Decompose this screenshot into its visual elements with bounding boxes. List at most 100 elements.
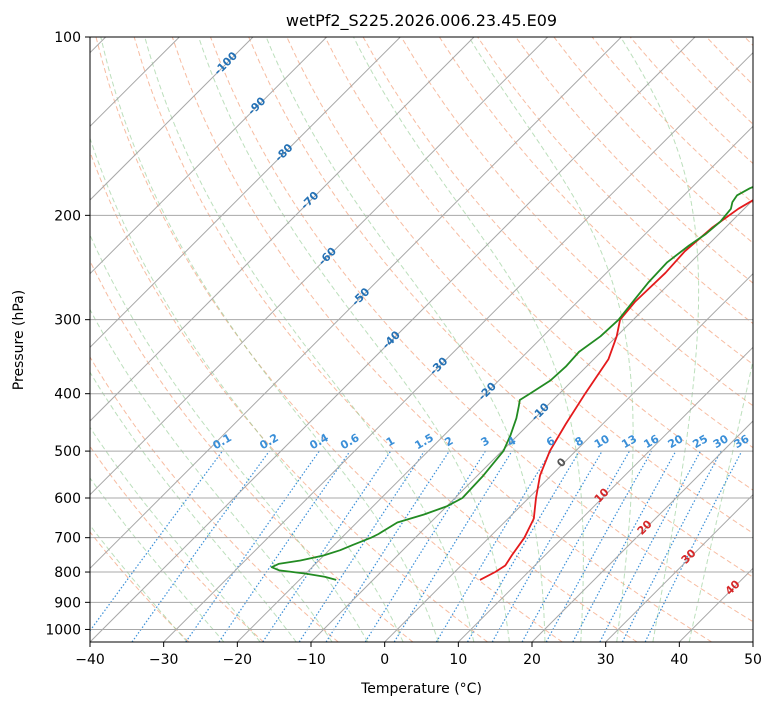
x-tick-label: 30 [597, 652, 615, 668]
mixing-ratio-line [435, 450, 552, 642]
mixing-ratio-line [90, 450, 223, 632]
isotherm-line [90, 37, 622, 570]
dry-adiabat-line [90, 356, 339, 642]
dry-adiabat-line [706, 37, 753, 86]
dry-adiabat-line [90, 445, 264, 642]
moist-adiabat-line [468, 37, 634, 642]
x-tick-label: 20 [523, 652, 541, 668]
mixing-ratio-label: 0.1 [210, 431, 233, 452]
mixing-ratio-line [521, 450, 631, 642]
mixing-ratio-label: 0.4 [307, 431, 331, 452]
isotherm-line [605, 493, 753, 642]
isotherm-line [752, 641, 753, 642]
x-tick-label: 10 [449, 652, 467, 668]
x-tick-label: −30 [149, 652, 179, 668]
moist-adiabat-label: 10 [592, 485, 612, 505]
dry-adiabat-line [95, 37, 563, 642]
isotherm-label: -60 [316, 245, 339, 268]
moist-adiabat-label: 40 [723, 577, 743, 597]
isotherm-line [531, 420, 753, 642]
mixing-ratio-line [599, 450, 702, 642]
moist-adiabat-line [90, 477, 225, 642]
moist-adiabat-line [265, 37, 546, 642]
mixing-ratio-label: 2 [442, 434, 455, 449]
moist-adiabat-line [144, 37, 475, 642]
dry-adiabat-line [362, 37, 753, 449]
mixing-ratio-label: 3 [479, 434, 492, 449]
background-lines [90, 37, 753, 642]
y-tick-label: 1000 [45, 622, 81, 638]
x-tick-label: 50 [744, 652, 762, 668]
moist-adiabat-line [688, 358, 753, 642]
mixing-ratio-label: 1 [384, 434, 397, 449]
moist-adiabat-line [90, 136, 404, 642]
isotherm-line [90, 37, 254, 201]
dry-adiabat-line [553, 37, 753, 244]
x-tick-label: −20 [223, 652, 253, 668]
dry-adiabat-line [90, 531, 190, 642]
y-tick-label: 600 [54, 491, 81, 507]
y-tick-label: 900 [54, 595, 81, 611]
isotherm-line [90, 37, 328, 275]
isotherm-line [310, 199, 753, 642]
x-tick-label: 0 [380, 652, 389, 668]
moist-adiabat-line [100, 37, 439, 642]
y-tick-label: 700 [54, 531, 81, 547]
mixing-ratio-line [644, 450, 743, 642]
y-tick-label: 800 [54, 565, 81, 581]
moist-adiabat-line [90, 308, 333, 642]
mixing-ratio-label: 1.5 [412, 431, 435, 452]
y-tick-label: 300 [54, 313, 81, 329]
mixing-ratio-line [262, 450, 392, 642]
dry-adiabat-line [90, 150, 488, 642]
mixing-ratio-label: 20 [666, 432, 686, 451]
plot-frame [89, 36, 754, 643]
moist-adiabat-line [90, 233, 369, 642]
isotherm-line [236, 125, 753, 642]
dry-adiabat-line [400, 37, 753, 407]
y-tick-label: 500 [54, 444, 81, 460]
grid-lines [90, 37, 753, 642]
dry-adiabat-line [90, 259, 414, 642]
mixing-ratio-label: 13 [619, 432, 639, 451]
dry-adiabat-line [248, 37, 753, 578]
mixing-ratio-label: 30 [711, 432, 731, 451]
y-axis-ticks: 100 200 300 400 500 600 700 800 900 1000 [45, 30, 90, 638]
y-axis-label: Pressure (hPa) [11, 290, 27, 390]
x-axis-label: Temperature (°C) [360, 681, 482, 697]
chart-title: wetPf2_S225.2026.006.23.45.E09 [286, 11, 557, 31]
x-axis-ticks: −40 −30 −20 −10 0 10 20 30 40 50 [75, 642, 762, 668]
mixing-ratio-label: 16 [641, 432, 661, 451]
mixing-ratio-label: 0.2 [257, 431, 280, 452]
dry-adiabat-line [515, 37, 753, 284]
isotherm-line [90, 37, 401, 349]
mixing-ratio-line [393, 450, 513, 642]
y-tick-label: 400 [54, 387, 81, 403]
mixing-ratio-label: 36 [732, 432, 752, 451]
line-annotations: -100-90-80-70-60-50-40-30-20-100.1 0.2 0.4… [210, 49, 751, 598]
mixing-ratio-line [364, 450, 486, 642]
isotherm-line [90, 37, 549, 496]
dry-adiabat-line [171, 37, 712, 642]
moist-adiabat-line [198, 37, 510, 642]
moist-adiabat-line [90, 524, 188, 642]
profile-line [479, 199, 753, 581]
isotherm-line [90, 37, 475, 422]
dry-adiabat-line [210, 37, 753, 623]
mixing-ratio-line [572, 450, 677, 642]
mixing-ratio-label: 0.6 [338, 431, 362, 452]
moist-adiabat-line [353, 37, 584, 642]
profile-lines [270, 186, 753, 581]
dry-adiabat-line [133, 37, 638, 642]
mixing-ratio-line [545, 450, 653, 642]
mixing-ratio-label: 8 [573, 434, 586, 449]
dry-adiabat-line [744, 37, 753, 47]
x-tick-label: −40 [75, 652, 105, 668]
moist-adiabat-label: 0 [554, 455, 569, 470]
profile-line [270, 186, 753, 581]
dry-adiabat-line [324, 37, 753, 491]
y-tick-label: 200 [54, 208, 81, 224]
mixing-ratio-line [621, 450, 722, 642]
isotherm-line [457, 346, 753, 642]
moist-adiabat-line [90, 426, 261, 642]
